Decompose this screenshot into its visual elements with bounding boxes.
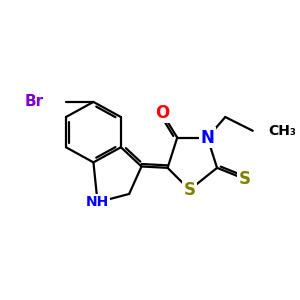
Text: O: O bbox=[155, 104, 169, 122]
Text: S: S bbox=[184, 181, 196, 199]
Text: CH₃: CH₃ bbox=[268, 124, 296, 138]
Text: NH: NH bbox=[86, 195, 109, 209]
Text: Br: Br bbox=[25, 94, 44, 110]
Text: N: N bbox=[200, 129, 214, 147]
Text: S: S bbox=[238, 170, 250, 188]
